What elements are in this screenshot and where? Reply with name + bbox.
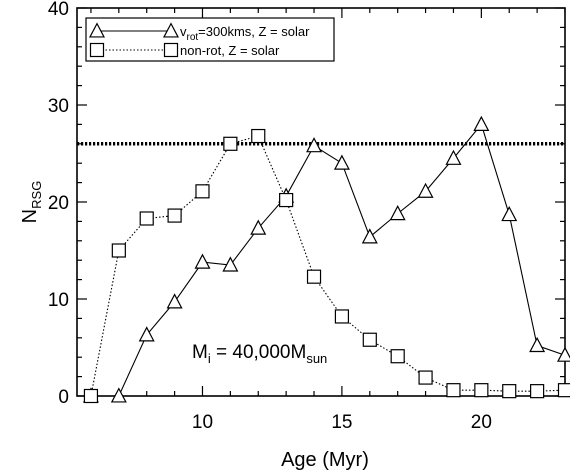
y-tick-label: 40 [48, 0, 69, 20]
data-point-square [195, 184, 210, 199]
ticks: 10 15 20 0 10 20 30 40 [48, 0, 566, 433]
data-point-square [111, 243, 126, 258]
legend-label-rotating-subscript: rot [187, 32, 199, 43]
x-tick-label: 20 [471, 412, 492, 433]
legend-label-rotating-prefix: v [180, 24, 187, 39]
data-point-triangle [445, 149, 462, 165]
x-axis-label: Age (Myr) [281, 449, 369, 471]
data-point-triangle [250, 219, 267, 235]
y-axis-label: NRSG [19, 181, 44, 224]
data-point-triangle [473, 115, 490, 131]
data-point-triangle [333, 154, 350, 170]
legend-marker-triangle [163, 22, 179, 38]
series-rotating [82, 115, 570, 403]
data-point-triangle [166, 293, 183, 309]
data-point-square [279, 192, 294, 208]
legend-label-rotating-suffix: =300kms, Z = solar [198, 24, 310, 39]
y-tick-label: 10 [48, 290, 69, 311]
legend-marker-square [89, 42, 105, 58]
legend: vrot=300kms, Z = solar non-rot, Z = sola… [85, 17, 335, 62]
y-axis-label-main: N [19, 209, 41, 223]
mass-annotation-subscript-sun: sun [306, 351, 327, 366]
y-tick-label: 20 [48, 193, 69, 214]
mass-annotation-symbol: M [192, 342, 208, 363]
x-tick-label: 15 [331, 412, 352, 433]
y-tick-label: 30 [48, 96, 69, 117]
data-point-triangle [194, 253, 211, 269]
series-layer [82, 115, 570, 404]
data-point-square [530, 384, 545, 399]
data-point-square [474, 383, 489, 398]
data-point-square [418, 370, 433, 385]
legend-markers-rotating [89, 22, 179, 38]
legend-marker-square [163, 42, 179, 58]
data-point-square [362, 332, 377, 347]
data-point-square [334, 309, 350, 324]
data-point-triangle [110, 387, 127, 403]
data-point-square [83, 388, 99, 404]
data-point-triangle [529, 336, 546, 353]
data-point-triangle [389, 205, 406, 221]
data-point-square [223, 136, 238, 151]
series-nonrotating [83, 128, 570, 404]
data-point-triangle [501, 205, 518, 222]
y-axis-label-subscript: RSG [29, 181, 44, 209]
legend-markers-nonrotating [89, 42, 179, 58]
series-line [90, 135, 566, 397]
x-tick-label: 10 [192, 412, 213, 433]
legend-label-nonrotating: non-rot, Z = solar [180, 43, 280, 58]
data-point-triangle [222, 256, 239, 272]
data-point-triangle [361, 228, 378, 244]
data-point-square [446, 383, 461, 398]
legend-label-rotating: vrot=300kms, Z = solar [180, 24, 310, 43]
data-point-square [251, 128, 266, 144]
legend-marker-triangle [89, 22, 105, 38]
mass-annotation: Mi = 40,000Msun [192, 342, 327, 366]
data-point-square [557, 383, 570, 398]
data-point-square [306, 269, 322, 284]
data-point-triangle [306, 137, 323, 153]
data-point-square [139, 211, 154, 226]
data-point-triangle [138, 326, 155, 342]
mass-annotation-value: = 40,000M [211, 342, 307, 363]
data-point-triangle [557, 346, 570, 362]
data-point-triangle [417, 182, 434, 198]
data-point-square [390, 349, 405, 364]
legend-box [85, 17, 335, 62]
y-tick-label: 0 [58, 387, 69, 408]
data-point-square [502, 384, 517, 399]
series-line [90, 123, 566, 397]
data-point-square [167, 208, 182, 223]
mass-annotation-subscript-i: i [208, 351, 211, 366]
